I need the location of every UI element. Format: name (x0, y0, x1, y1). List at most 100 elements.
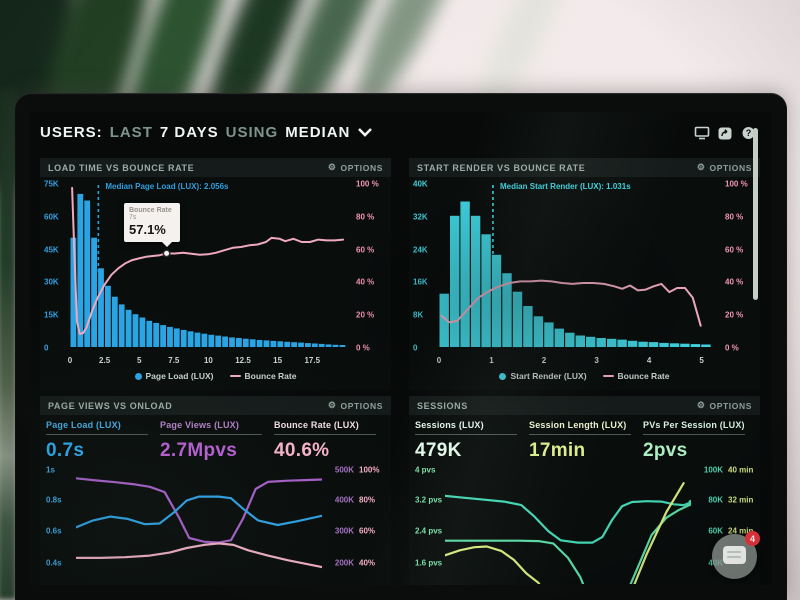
options-label: OPTIONS (709, 400, 752, 411)
legend-item: Page Load (LUX) (134, 371, 214, 381)
y-tick-left: 45K (44, 245, 59, 255)
chat-badge: 4 (745, 531, 760, 546)
line-marker-icon (229, 374, 241, 378)
metric-value: 479K (415, 440, 462, 461)
metric-underline (160, 434, 262, 435)
y-tick-col2: 32 min (728, 495, 754, 505)
y-tick-left: 0.8s (46, 495, 62, 505)
share-icon[interactable] (718, 126, 733, 140)
options-button[interactable]: ⚙ OPTIONS (328, 163, 383, 173)
metric-value: 2.7Mpvs (160, 440, 238, 461)
legend-label: Page Load (LUX) (145, 371, 214, 381)
metric-label: Session Length (LUX) (529, 420, 627, 430)
y-axis-left: 1s 0.8s 0.6s 0.4s (40, 465, 76, 585)
metric-value: 2pvs (643, 440, 688, 461)
options-label: OPTIONS (340, 162, 383, 173)
metric-label: Bounce Rate (LUX) (274, 420, 359, 430)
header-days: 7 DAYS (159, 124, 219, 141)
y-tick-right: 20 % (725, 310, 744, 320)
x-tick: 5 (136, 356, 142, 365)
y-tick-col2: 80% (359, 495, 376, 505)
options-button[interactable]: ⚙ OPTIONS (328, 401, 383, 411)
y-tick-right: 300K 60% (327, 526, 375, 535)
plot-area[interactable] (443, 466, 694, 585)
chat-bubble-icon (723, 546, 746, 564)
plot-area[interactable] (74, 466, 324, 585)
legend-label: Bounce Rate (617, 371, 670, 381)
y-axis-left: 4 pvs 3.2 pvs 2.4 pvs 1.6 pvs (409, 465, 445, 585)
metric-underline (46, 434, 148, 435)
panel-start-render: START RENDER VS BOUNCE RATE ⚙ OPTIONS 40… (409, 158, 760, 390)
window-controls: ? (694, 126, 756, 140)
dot-marker-icon (499, 372, 507, 380)
y-tick-left: 3.2 pvs (415, 495, 443, 505)
median-label: Median Page Load (LUX): 2.056s (105, 182, 229, 191)
gear-icon: ⚙ (327, 162, 337, 172)
x-tick: 10 (203, 356, 213, 365)
help-icon[interactable]: ? (741, 126, 756, 140)
plant-strip-left (0, 88, 17, 600)
y-axis-left: 75K 60K 45K 30K 15K 0 (40, 180, 70, 355)
panel-header: SESSIONS ⚙ OPTIONS (409, 396, 760, 415)
y-tick-right: 80 % (356, 212, 375, 222)
y-axis-right: 100 % 80 % 60 % 40 % 20 % 0 % (350, 180, 390, 355)
y-tick-left: 30K (44, 277, 59, 287)
legend-item: Bounce Rate (602, 371, 670, 381)
y-tick-col1: 60K (708, 526, 723, 536)
metric-value: 17min (529, 440, 586, 461)
y-tick-left: 4 pvs (415, 465, 436, 475)
y-axis-right: 500K 100% 400K 80% 300K 60% 200K 40% (322, 465, 390, 585)
options-button[interactable]: ⚙ OPTIONS (697, 401, 752, 411)
tooltip-value: 57.1% (129, 222, 166, 237)
x-tick: 4 (646, 356, 652, 365)
y-tick-left: 16K (413, 277, 428, 287)
x-tick: 1 (489, 356, 494, 365)
header-last: LAST (109, 124, 153, 141)
dot-marker-icon (134, 372, 142, 380)
y-tick-left: 0 (44, 343, 49, 353)
y-tick-right: 80K 32 min (696, 496, 753, 505)
x-tick: 2 (541, 356, 547, 365)
y-tick-left: 60K (44, 212, 59, 222)
metric-label: Page Load (LUX) (46, 420, 122, 430)
panel-load-time: LOAD TIME VS BOUNCE RATE ⚙ OPTIONS Bounc… (40, 158, 391, 390)
y-tick-col1: 100K (703, 465, 723, 475)
panel-header: START RENDER VS BOUNCE RATE ⚙ OPTIONS (409, 158, 760, 177)
line-marker-icon (602, 374, 614, 378)
y-tick-right: 60K 24 min (696, 526, 753, 535)
chat-widget-button[interactable]: 4 (712, 531, 760, 579)
tooltip-subtitle: 7s (129, 214, 137, 221)
svg-text:?: ? (746, 128, 752, 138)
options-label: OPTIONS (340, 400, 383, 411)
plot-area[interactable]: Median Start Render (LUX): 1.031s (439, 180, 719, 355)
y-tick-left: 0.6s (46, 526, 62, 536)
header-users: USERS: (40, 124, 103, 141)
y-tick-col1: 80K (708, 495, 723, 505)
metric: Page Load (LUX) 0.7s (46, 420, 148, 462)
load-time-chart-body: Bounce Rate 7s 57.1% 75K 60K 45K 30K 15K 0 Med… (40, 177, 391, 390)
panel-title: PAGE VIEWS VS ONLOAD (48, 400, 173, 411)
display-icon[interactable] (694, 126, 710, 140)
y-tick-right: 100 % (725, 179, 748, 189)
panel-header: PAGE VIEWS VS ONLOAD ⚙ OPTIONS (40, 396, 391, 415)
metric-label: Sessions (LUX) (415, 420, 484, 430)
y-tick-left: 8K (413, 310, 424, 320)
x-tick: 7.5 (168, 356, 180, 365)
y-tick-left: 0.4s (46, 558, 62, 568)
y-tick-right: 400K 80% (327, 496, 375, 505)
y-tick-col2: 40% (359, 558, 376, 568)
y-tick-right: 100K 40 min (696, 465, 753, 474)
x-tick: 3 (594, 356, 599, 365)
y-axis-left: 40K 32K 24K 16K 8K 0 (409, 180, 439, 355)
x-tick: 12.5 (235, 356, 251, 365)
time-range-dropdown[interactable]: USERS: LAST 7 DAYS USING MEDIAN (40, 124, 373, 141)
panel-header: LOAD TIME VS BOUNCE RATE ⚙ OPTIONS (40, 158, 391, 177)
scrollbar[interactable] (753, 128, 758, 300)
plot-area[interactable]: Median Page Load (LUX): 2.056s (70, 180, 350, 355)
metric-underline (274, 434, 376, 435)
gear-icon: ⚙ (696, 400, 706, 410)
metric: Session Length (LUX) 17min (529, 420, 631, 462)
y-axis-right: 100 % 80 % 60 % 40 % 20 % 0 % (719, 180, 759, 355)
options-button[interactable]: ⚙ OPTIONS (697, 163, 752, 173)
